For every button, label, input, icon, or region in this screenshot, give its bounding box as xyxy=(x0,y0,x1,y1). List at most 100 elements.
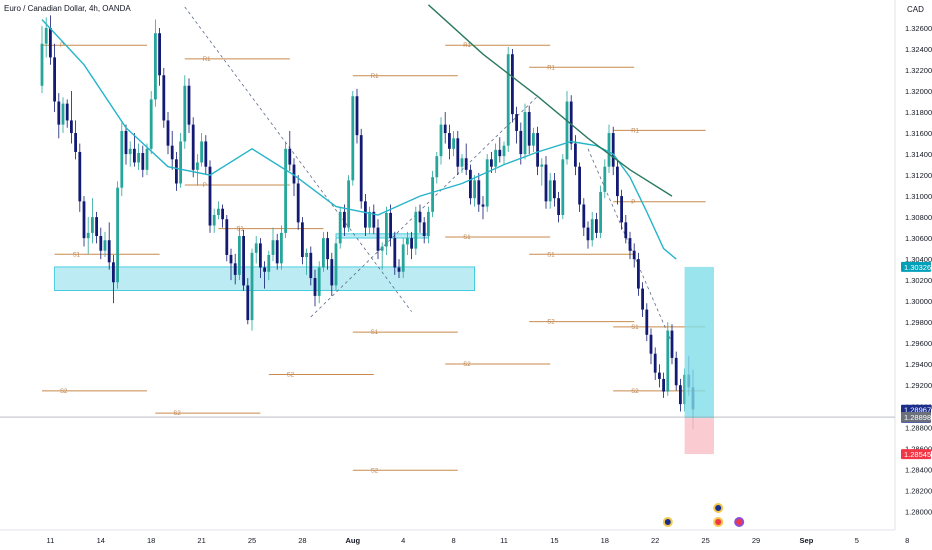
price-tick-label: 1.28600 xyxy=(905,444,932,453)
event-marker-dot-icon xyxy=(736,519,743,525)
candle-body xyxy=(561,159,565,216)
price-badge-label: 1.28967 xyxy=(904,406,931,415)
candle-body xyxy=(431,177,434,212)
candle-body xyxy=(120,130,124,188)
event-marker-dot-icon xyxy=(664,519,671,525)
candle-body xyxy=(246,285,250,321)
candle-body xyxy=(364,201,367,228)
price-tick-label: 1.32400 xyxy=(905,45,932,54)
price-tick-label: 1.31800 xyxy=(905,108,932,117)
price-tick-label: 1.30200 xyxy=(905,276,932,285)
price-tick-label: 1.32000 xyxy=(905,87,932,96)
candle-body xyxy=(170,145,174,160)
time-tick-label: Sep xyxy=(800,536,814,545)
candle-body xyxy=(288,148,292,165)
price-tick-label: 1.29600 xyxy=(905,339,932,348)
stop-zone xyxy=(684,418,714,455)
price-tick-label: 1.31200 xyxy=(905,171,932,180)
pivot-label: P xyxy=(631,200,635,206)
pivot-label: R1 xyxy=(371,74,379,80)
pivot-label: S1 xyxy=(236,227,244,233)
candle-body xyxy=(330,259,334,286)
candle-body xyxy=(456,138,460,167)
pivot-label: S1 xyxy=(371,330,379,336)
candle-body xyxy=(221,208,224,220)
candle-body xyxy=(448,133,451,149)
candle-body xyxy=(263,267,266,272)
candle-body xyxy=(565,101,569,160)
price-badge-label: 1.28898 xyxy=(904,413,931,422)
pivot-label: S2 xyxy=(60,389,68,395)
candle-body xyxy=(611,133,615,167)
time-tick-label: 18 xyxy=(601,536,609,545)
pivot-levels: P R1 P S1 S1 S2 S2 S2 R1 S1 S2 R1 S1 S2 R1 S1 S2 R1 P S1 S2 xyxy=(42,43,706,474)
candle-body xyxy=(385,212,388,247)
price-tick-label: 1.28400 xyxy=(905,465,932,474)
candle-body xyxy=(658,372,661,379)
candle-body xyxy=(196,162,199,170)
candle-body xyxy=(607,133,611,167)
candle-body xyxy=(137,153,140,163)
candle-body xyxy=(548,180,552,202)
time-tick-label: 8 xyxy=(452,536,456,545)
time-tick-label: 25 xyxy=(248,536,256,545)
long-position[interactable] xyxy=(684,266,714,455)
price-badge xyxy=(901,449,931,460)
candle-body xyxy=(166,120,170,146)
candle-body xyxy=(590,219,594,241)
price-tick-label: 1.28200 xyxy=(905,486,932,495)
pivot-label: R1 xyxy=(547,65,555,71)
candle-body xyxy=(376,227,380,251)
candle-body xyxy=(578,166,581,205)
candle-body xyxy=(616,166,619,197)
candle-body xyxy=(57,101,61,125)
candle-body xyxy=(670,330,674,358)
pivot-label: R1 xyxy=(203,57,211,63)
time-tick-label: 5 xyxy=(855,536,859,545)
price-badge xyxy=(901,261,931,272)
time-tick-label: 25 xyxy=(701,536,709,545)
time-tick-label: 11 xyxy=(47,536,55,545)
pivot-label: S2 xyxy=(173,411,181,417)
event-marker-dot-icon xyxy=(715,505,722,511)
candle-body xyxy=(536,133,539,167)
candle-body xyxy=(212,215,216,226)
candle-body xyxy=(208,166,212,226)
price-tick-label: 1.28000 xyxy=(905,507,932,516)
time-tick-label: Aug xyxy=(346,536,361,545)
candle-body xyxy=(128,148,132,155)
candle-body xyxy=(107,240,111,263)
price-tick-label: 1.30600 xyxy=(905,234,932,243)
candle-body xyxy=(481,204,485,207)
candle-body xyxy=(401,244,405,272)
candle-body xyxy=(250,252,254,321)
candle-body xyxy=(242,236,245,286)
candle-body xyxy=(595,219,598,233)
candle-body xyxy=(460,158,464,167)
pivot-label: S1 xyxy=(463,235,471,241)
candle-body xyxy=(154,33,157,100)
candle-body xyxy=(91,217,94,233)
candle-body xyxy=(334,243,338,286)
candle-body xyxy=(473,180,476,199)
candle-body xyxy=(82,201,86,239)
candle-body xyxy=(540,164,544,167)
candle-body xyxy=(523,112,527,155)
candle-body xyxy=(326,238,329,260)
time-tick-label: 28 xyxy=(298,536,306,545)
candle-body xyxy=(586,227,590,241)
candle-body xyxy=(133,148,136,163)
candle-body xyxy=(65,103,69,121)
candle-body xyxy=(40,43,44,86)
candle-body xyxy=(662,378,665,392)
trend-line xyxy=(184,6,412,312)
candle-body xyxy=(44,27,48,44)
candle-body xyxy=(217,208,220,216)
price-tick-label: 1.28800 xyxy=(905,423,932,432)
pivot-label: S1 xyxy=(73,252,81,258)
candle-body xyxy=(649,334,653,354)
trend-line xyxy=(310,95,538,318)
